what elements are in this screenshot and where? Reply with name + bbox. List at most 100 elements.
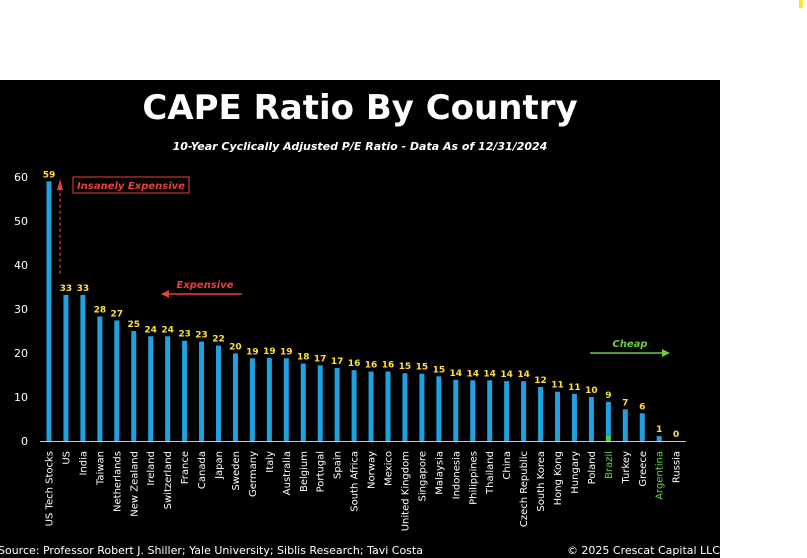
category-label: Japan xyxy=(214,451,225,480)
bar xyxy=(402,373,407,441)
category-label: Netherlands xyxy=(112,451,123,512)
y-tick-label: 60 xyxy=(14,171,28,184)
annotation-expensive: Expensive xyxy=(176,280,233,291)
annotation-insanely-expensive: Insanely Expensive xyxy=(77,181,185,192)
source-note: Source: Professor Robert J. Shiller; Yal… xyxy=(0,544,423,557)
bar xyxy=(97,316,102,441)
y-tick-label: 50 xyxy=(14,215,28,228)
data-label: 14 xyxy=(517,370,530,380)
bar xyxy=(640,413,645,441)
category-label: US Tech Stocks xyxy=(45,451,56,526)
data-label: 33 xyxy=(77,284,90,294)
category-label: Argentina xyxy=(655,451,666,500)
category-label: Poland xyxy=(587,451,598,484)
category-label: Germany xyxy=(248,451,259,497)
bar xyxy=(47,181,52,441)
data-label: 17 xyxy=(331,357,344,367)
data-label: 28 xyxy=(94,305,107,315)
cheap-arrow-head xyxy=(662,349,670,357)
bar xyxy=(555,392,560,441)
bar xyxy=(284,358,289,441)
data-label: 0 xyxy=(673,430,679,440)
bar xyxy=(369,371,374,441)
data-label: 59 xyxy=(43,170,56,180)
expensive-arrow-head xyxy=(161,290,169,298)
category-label: Australia xyxy=(282,451,293,495)
data-label: 1 xyxy=(656,425,662,435)
bar xyxy=(572,394,577,441)
bar xyxy=(419,374,424,441)
data-label: 14 xyxy=(450,369,463,379)
bar xyxy=(80,295,85,441)
category-label: South Korea xyxy=(536,451,547,512)
category-label: Philippines xyxy=(468,451,479,505)
chart-subtitle: 10-Year Cyclically Adjusted P/E Ratio - … xyxy=(0,140,720,153)
y-tick-label: 20 xyxy=(14,347,28,360)
category-label: Hungary xyxy=(570,451,581,494)
data-label: 17 xyxy=(314,354,327,364)
data-label: 24 xyxy=(144,325,157,335)
bar xyxy=(233,353,238,441)
chart-panel: 0 10 20 30 40 50 60 59 US Tech Stocks 33 US 33 India… xyxy=(0,80,720,558)
category-label: Singapore xyxy=(417,451,428,501)
bar-highlight xyxy=(606,436,611,441)
category-label: United Kingdom xyxy=(400,451,411,531)
bar xyxy=(131,331,136,441)
category-label: Turkey xyxy=(621,451,632,485)
bar xyxy=(436,376,441,441)
category-label: Thailand xyxy=(485,451,496,495)
data-label: 25 xyxy=(127,320,140,330)
bar xyxy=(165,336,170,441)
category-label: Indonesia xyxy=(451,451,462,499)
bar xyxy=(504,381,509,441)
category-label: Belgium xyxy=(299,451,310,492)
data-label: 9 xyxy=(605,391,611,401)
bar xyxy=(453,380,458,441)
data-label: 6 xyxy=(639,402,645,412)
category-label: Sweden xyxy=(231,451,242,491)
category-label: Russia xyxy=(672,451,683,483)
category-label: China xyxy=(502,451,513,480)
data-label: 19 xyxy=(263,347,276,357)
category-label: Mexico xyxy=(384,451,395,486)
y-tick-label: 10 xyxy=(14,391,28,404)
copyright-note: © 2025 Crescat Capital LLC xyxy=(567,544,720,557)
category-label: Brazil xyxy=(604,451,615,479)
data-label: 16 xyxy=(382,360,395,370)
bar xyxy=(487,380,492,441)
data-label: 19 xyxy=(246,347,259,357)
bar xyxy=(114,320,119,441)
data-label: 11 xyxy=(568,383,581,393)
category-label: Norway xyxy=(367,451,378,489)
data-label: 16 xyxy=(365,360,378,370)
data-label: 12 xyxy=(534,376,547,386)
category-label: South Africa xyxy=(350,451,361,512)
data-label: 14 xyxy=(500,370,513,380)
data-label: 10 xyxy=(585,386,598,396)
category-label: Taiwan xyxy=(95,451,106,486)
corner-marker xyxy=(799,0,803,8)
bar xyxy=(623,409,628,441)
data-label: 33 xyxy=(60,284,73,294)
bar xyxy=(606,402,611,441)
chart-title: CAPE Ratio By Country xyxy=(0,88,720,128)
category-label: India xyxy=(78,451,89,476)
category-label: US xyxy=(61,451,72,465)
data-label: 11 xyxy=(551,381,564,391)
bar xyxy=(335,368,340,441)
bar xyxy=(199,342,204,441)
bar xyxy=(318,365,323,441)
category-label: Spain xyxy=(333,451,344,479)
category-label: Hong Kong xyxy=(553,451,564,505)
bar xyxy=(657,436,662,441)
category-label: Ireland xyxy=(146,451,157,486)
data-label: 15 xyxy=(433,365,446,375)
y-tick-label: 30 xyxy=(14,303,28,316)
bar xyxy=(589,397,594,441)
y-tick-label: 40 xyxy=(14,259,28,272)
category-label: Italy xyxy=(265,451,276,473)
data-label: 20 xyxy=(229,342,242,352)
data-label: 15 xyxy=(399,362,412,372)
category-label: Canada xyxy=(197,451,208,489)
data-label: 7 xyxy=(622,398,628,408)
